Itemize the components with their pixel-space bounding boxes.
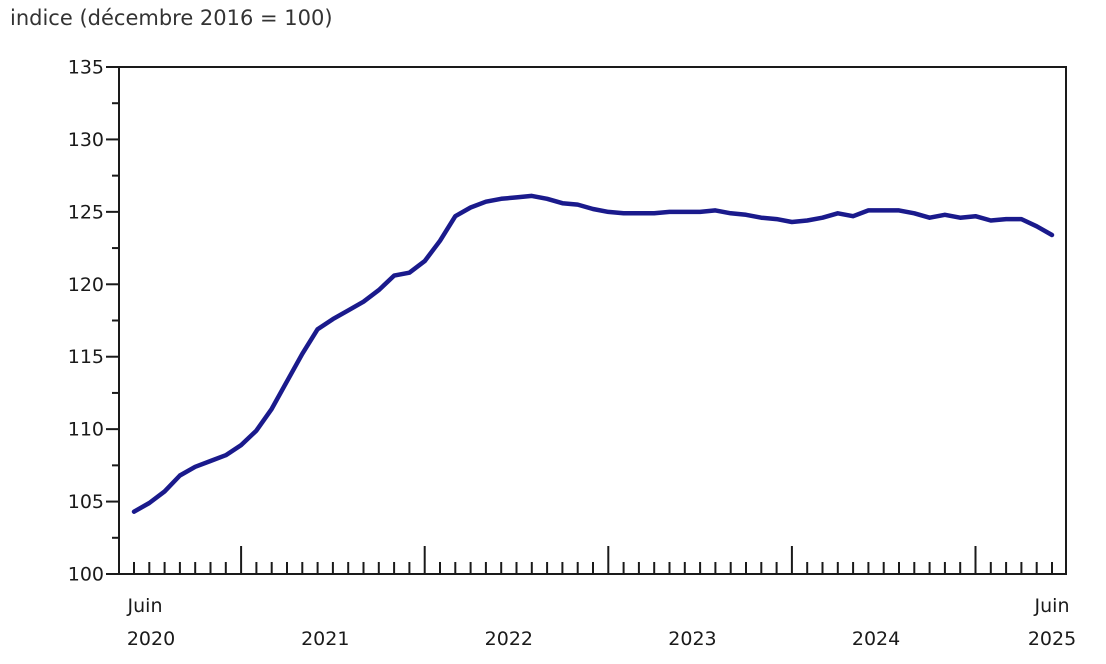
chart-axis-unit-label: indice (décembre 2016 = 100) bbox=[10, 6, 333, 30]
y-tick-label-135: 135 bbox=[68, 57, 104, 79]
x-year-label-2021: 2021 bbox=[301, 628, 349, 650]
y-axis-labels: 100 105 110 115 120 125 130 135 bbox=[68, 57, 104, 586]
y-tick-label-120: 120 bbox=[68, 274, 104, 296]
x-start-year-label: 2020 bbox=[127, 628, 175, 650]
x-start-month-label: Juin bbox=[127, 595, 163, 617]
x-axis-ticks bbox=[133, 546, 1053, 574]
y-tick-label-100: 100 bbox=[68, 564, 104, 586]
x-year-label-2023: 2023 bbox=[668, 628, 716, 650]
y-tick-label-115: 115 bbox=[68, 346, 104, 368]
plot-frame bbox=[118, 66, 1067, 575]
y-tick-label-105: 105 bbox=[68, 491, 104, 513]
y-axis-ticks bbox=[106, 66, 119, 575]
plot-border bbox=[118, 66, 1067, 575]
x-axis-labels: Juin 2020 2021 2022 2023 2024 Juin 2025 bbox=[127, 595, 1077, 650]
y-tick-label-110: 110 bbox=[68, 419, 104, 441]
x-year-label-2024: 2024 bbox=[852, 628, 900, 650]
index-line-series bbox=[131, 193, 1055, 514]
x-end-year-label: 2025 bbox=[1028, 628, 1076, 650]
index-line bbox=[131, 193, 1055, 514]
y-tick-label-130: 130 bbox=[68, 129, 104, 151]
x-end-month-label: Juin bbox=[1034, 595, 1070, 617]
x-year-label-2022: 2022 bbox=[485, 628, 533, 650]
y-tick-label-125: 125 bbox=[68, 201, 104, 223]
